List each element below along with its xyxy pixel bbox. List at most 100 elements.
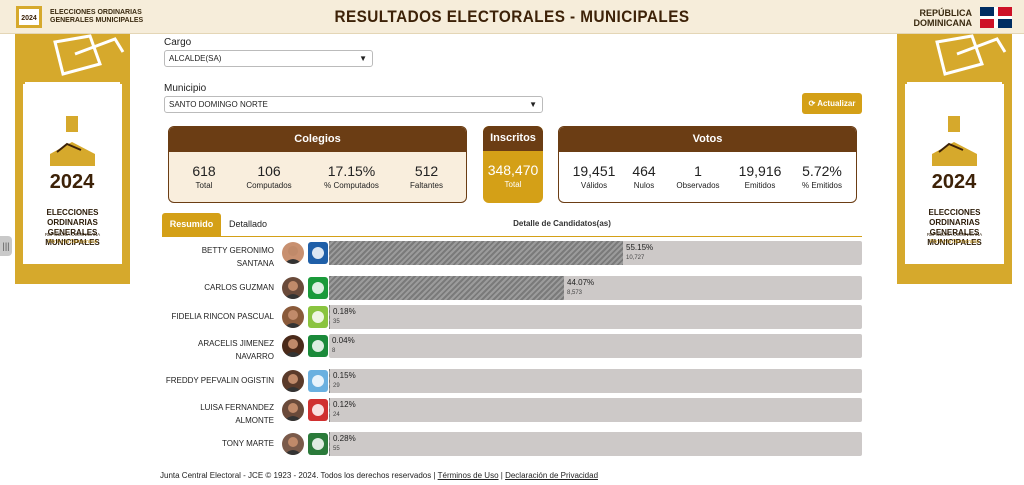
candidate-row: TONY MARTE 0.28% 55 — [162, 432, 862, 456]
stat-label: Total — [195, 181, 213, 190]
vote-percentage: 0.28% — [333, 434, 356, 443]
candidate-row: ARACELIS JIMENEZ NAVARRO 0.04% 8 — [162, 334, 862, 361]
candidate-photo — [282, 306, 304, 328]
vote-count: 55 — [333, 446, 340, 452]
vote-bar-fill — [329, 369, 330, 393]
banner-year: 2024 — [932, 171, 977, 193]
vote-count: 35 — [333, 319, 340, 325]
stat-label: Faltantes — [410, 181, 443, 190]
banner-year: 2024 — [50, 171, 95, 193]
prm-logo-icon — [308, 242, 328, 264]
votos-title: Votos — [559, 127, 856, 152]
candidate-photo — [282, 399, 304, 421]
party-flag-icon — [308, 335, 328, 357]
candidate-photo — [282, 277, 304, 299]
candidate-row: BETTY GERONIMO SANTANA 55.15% 10,727 — [162, 241, 862, 268]
vote-bar: 55.15% 10,727 — [329, 241, 862, 265]
privacy-link[interactable]: Declaración de Privacidad — [505, 471, 599, 480]
stat-value: 618 — [192, 163, 216, 179]
candidate-row: LUISA FERNANDEZ ALMONTE 0.12% 24 — [162, 398, 862, 425]
logo-year: 2024 — [21, 15, 37, 22]
votos-panel: Votos 19,451 Válidos 464 Nulos 1 Observa… — [558, 126, 857, 203]
candidate-name-line1: CARLOS GUZMAN — [204, 283, 274, 292]
vote-bar-fill — [329, 241, 623, 265]
vote-bar-fill — [329, 305, 330, 329]
banner-subtitle: REPÚBLICA DOMINICANA — [926, 232, 983, 237]
side-handle-button[interactable]: ||| — [0, 236, 12, 256]
footer: Junta Central Electoral - JCE © 1923 - 2… — [160, 471, 598, 480]
election-2024-emblem-icon: 2024 — [50, 116, 95, 193]
banner-subtitle: REPÚBLICA DOMINICANA — [44, 232, 101, 237]
vote-count: 8,573 — [567, 290, 583, 296]
vote-count: 8 — [332, 348, 336, 354]
banner-title: ELECCIONES ORDINARIAS GENERALES MUNICIPA… — [23, 208, 122, 248]
stat-label: Válidos — [580, 181, 608, 190]
dominican-flag-icon — [980, 7, 1012, 28]
top-bar: 2024 ELECCIONES ORDINARIAS GENERALES MUN… — [0, 0, 1024, 34]
votos-emitidos: 19,916 Emitidos — [735, 163, 785, 190]
candidate-name-line1: FREDDY PEFVALIN OGISTIN — [165, 376, 274, 385]
candidate-photo — [282, 335, 304, 357]
footer-text: Junta Central Electoral - JCE © 1923 - 2… — [160, 471, 436, 480]
inscritos-title: Inscritos — [483, 126, 543, 151]
candidate-name-line2: NAVARRO — [235, 352, 274, 361]
stat-label: Computados — [246, 181, 292, 190]
cargo-label: Cargo — [164, 37, 192, 48]
stat-value: 348,470 — [487, 162, 539, 178]
stat-value: 19,451 — [572, 163, 616, 179]
vote-percentage: 0.15% — [333, 371, 356, 380]
fp-logo-icon — [308, 277, 328, 299]
vote-bar: 0.28% 55 — [329, 432, 862, 456]
right-banner: 2024 ELECCIONES ORDINARIAS GENERALES MUN… — [897, 34, 1012, 284]
candidate-photo — [282, 370, 304, 392]
update-button[interactable]: ⟳ Actualizar — [802, 93, 862, 114]
colegios-faltantes: 512 Faltantes — [399, 163, 454, 190]
stat-label: Nulos — [633, 181, 655, 190]
banner-title-line1: ELECCIONES ORDINARIAS — [46, 208, 99, 227]
logo-text: ELECCIONES ORDINARIAS GENERALES MUNICIPA… — [50, 9, 143, 25]
colegios-title: Colegios — [169, 127, 466, 152]
logo-text-line2: GENERALES MUNICIPALES — [50, 17, 144, 24]
banner-title-line2: GENERALES MUNICIPALES — [45, 228, 100, 247]
votos-pct-emitidos: 5.72% % Emitidos — [795, 163, 849, 190]
tab-resumido[interactable]: Resumido — [162, 213, 221, 236]
chevron-down-icon: ▼ — [529, 100, 537, 109]
votos-nulos: 464 Nulos — [624, 163, 664, 190]
candidate-photo — [282, 433, 304, 455]
vote-bar-fill — [329, 398, 330, 422]
detail-title: Detalle de Candidatos(as) — [513, 219, 611, 228]
stat-value: 512 — [414, 163, 439, 179]
votos-validos: 19,451 Válidos — [569, 163, 619, 190]
vote-count: 10,727 — [626, 255, 645, 261]
candidate-name: CARLOS GUZMAN — [162, 281, 274, 294]
candidate-row: CARLOS GUZMAN 44.07% 8,573 — [162, 276, 862, 300]
stat-value: 17.15% — [327, 163, 376, 179]
vote-bar-fill — [329, 432, 330, 456]
vote-percentage: 0.18% — [333, 307, 356, 316]
banner-slogan: Por ti y la Democracia — [930, 239, 979, 245]
tab-detallado[interactable]: Detallado — [228, 219, 268, 229]
country-line1: REPÚBLICA — [919, 8, 972, 18]
vote-percentage: 0.04% — [332, 336, 355, 345]
inscritos-total: 348,470 Total — [483, 162, 543, 189]
candidate-name-line1: ARACELIS JIMENEZ — [197, 339, 274, 348]
update-button-label: Actualizar — [817, 99, 856, 108]
stat-value: 106 — [257, 163, 281, 179]
tab-divider — [162, 236, 862, 237]
vote-count: 24 — [333, 412, 340, 418]
banner-title-line1: ELECCIONES ORDINARIAS — [928, 208, 981, 227]
municipio-select[interactable]: SANTO DOMINGO NORTE ▼ — [164, 96, 543, 113]
terms-link[interactable]: Términos de Uso — [437, 471, 499, 480]
candidate-name: ARACELIS JIMENEZ NAVARRO — [162, 337, 274, 363]
vote-bar-fill — [329, 276, 564, 300]
candidate-name-line1: FIDELIA RINCON PASCUAL — [171, 312, 274, 321]
candidate-row: FIDELIA RINCON PASCUAL 0.18% 35 — [162, 305, 862, 329]
cargo-select[interactable]: ALCALDE(SA) ▼ — [164, 50, 373, 67]
municipio-select-value: SANTO DOMINGO NORTE — [169, 100, 268, 109]
candidate-name: FIDELIA RINCON PASCUAL — [162, 310, 274, 323]
page-title: RESULTADOS ELECTORALES - MUNICIPALES — [334, 7, 690, 26]
candidate-name-line1: BETTY GERONIMO — [201, 246, 274, 255]
vote-bar: 0.18% 35 — [329, 305, 862, 329]
votos-observados: 1 Observados — [671, 163, 725, 190]
country-line2: DOMINICANA — [913, 18, 973, 28]
